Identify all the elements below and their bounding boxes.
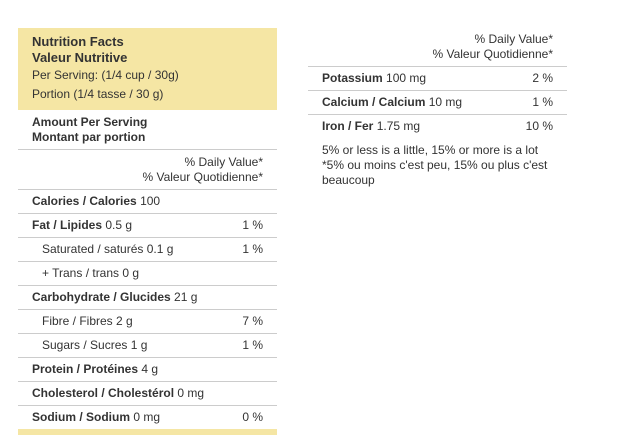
nutrient-row: Saturated / saturés 0.1 g 1 % xyxy=(18,238,277,262)
daily-value: 1 % xyxy=(242,338,263,352)
nutrient: Calories / Calories 100 xyxy=(32,190,160,213)
nutrient-row: Cholesterol / Cholestérol 0 mg xyxy=(18,382,277,406)
daily-value: 10 % xyxy=(525,119,553,133)
dv-en: % Daily Value* xyxy=(184,155,263,169)
nutrient-amount: 21 g xyxy=(174,290,198,304)
nutrient-name: Protein / Protéines xyxy=(32,362,139,376)
daily-value-heading: % Daily Value* % Valeur Quotidienne* xyxy=(18,150,277,190)
nutrient-amount: 1.75 mg xyxy=(376,119,421,133)
dv-en: % Daily Value* xyxy=(474,32,553,46)
serving-fr: Portion (1/4 tasse / 30 g) xyxy=(32,87,164,101)
daily-value: 7 % xyxy=(242,314,263,328)
nutrient-amount: 4 g xyxy=(141,362,159,376)
dv-fr: % Valeur Quotidienne* xyxy=(142,170,263,184)
nutrient-amount: 100 mg xyxy=(386,71,427,85)
serving: Per Serving: (1/4 cup / 30g) xyxy=(32,68,179,82)
nutrient-row: Carbohydrate / Glucides 21 g xyxy=(18,286,277,310)
nutrient-row: Fibre / Fibres 2 g 7 % xyxy=(18,310,277,334)
nutrient: Carbohydrate / Glucides 21 g xyxy=(32,286,197,309)
nutrient: Sodium / Sodium 0 mg xyxy=(32,406,160,429)
nutrient-name: Potassium xyxy=(322,71,383,85)
nutrient-row: Calcium / Calcium 10 mg 1 % xyxy=(308,91,567,115)
footer-bar xyxy=(18,429,277,435)
nutrient-row: Sugars / Sucres 1 g 1 % xyxy=(18,334,277,358)
minerals: Potassium 100 mg 2 % Calcium / Calcium 10 … xyxy=(308,67,567,138)
nutrition-panel: Nutrition Facts Valeur Nutritive Per Ser… xyxy=(18,28,277,435)
nutrient: Iron / Fer 1.75 mg xyxy=(322,115,420,138)
daily-value: 1 % xyxy=(242,218,263,232)
daily-value: 0 % xyxy=(242,410,263,424)
title-fr: Valeur Nutritive xyxy=(32,50,128,65)
nutrient-name: Calories / Calories xyxy=(32,194,137,208)
nutrient-row: Protein / Protéines 4 g xyxy=(18,358,277,382)
nutrient-name: Saturated / saturés xyxy=(42,242,144,256)
daily-value-heading: % Daily Value* % Valeur Quotidienne* xyxy=(308,30,567,67)
daily-value: 2 % xyxy=(532,71,553,85)
nutrient-name: Cholesterol / Cholestérol xyxy=(32,386,175,400)
amount-title-fr: Montant par portion xyxy=(32,130,146,144)
nutrient-amount: 10 mg xyxy=(428,95,463,109)
nutrient-amount: 100 xyxy=(140,194,161,208)
nutrient: Cholesterol / Cholestérol 0 mg xyxy=(32,382,204,405)
nutrient-name: Iron / Fer xyxy=(322,119,374,133)
nutrient: Sugars / Sucres 1 g xyxy=(42,334,147,357)
nutrient: Fat / Lipides 0.5 g xyxy=(32,214,132,237)
daily-value: 1 % xyxy=(242,242,263,256)
nutrient-row: + Trans / trans 0 g xyxy=(18,262,277,286)
nutrient-amount: 0 g xyxy=(122,266,140,280)
nutrient-name: Carbohydrate / Glucides xyxy=(32,290,171,304)
nutrient: Saturated / saturés 0.1 g xyxy=(42,238,173,261)
footnote: 5% or less is a little, 15% or more is a… xyxy=(308,138,567,193)
nutrient-row: Calories / Calories 100 xyxy=(18,190,277,214)
dv-fr: % Valeur Quotidienne* xyxy=(432,47,553,61)
footnote-en: 5% or less is a little, 15% or more is a… xyxy=(322,143,539,157)
nutrient-name: Sodium / Sodium xyxy=(32,410,130,424)
nutrient-amount: 0 mg xyxy=(177,386,205,400)
nutrient: Potassium 100 mg xyxy=(322,67,426,90)
nutrient: Protein / Protéines 4 g xyxy=(32,358,158,381)
nutrient-amount: 0 mg xyxy=(133,410,161,424)
daily-value: 1 % xyxy=(532,95,553,109)
nutrient: Calcium / Calcium 10 mg xyxy=(322,91,462,114)
nutrient-amount: 0.5 g xyxy=(105,218,133,232)
nutrient-name: Sugars / Sucres xyxy=(42,338,128,352)
nutrient-row: Sodium / Sodium 0 mg 0 % xyxy=(18,406,277,429)
nutrient-row: Potassium 100 mg 2 % xyxy=(308,67,567,91)
nutrient-name: Calcium / Calcium xyxy=(322,95,426,109)
nutrient-amount: 1 g xyxy=(130,338,148,352)
nutrient-name: Fibre / Fibres xyxy=(42,314,113,328)
amount-title: Amount Per Serving xyxy=(32,115,148,129)
nutrient-amount: 2 g xyxy=(116,314,133,328)
nutrient: + Trans / trans 0 g xyxy=(42,262,139,285)
nutrient-row: Fat / Lipides 0.5 g 1 % xyxy=(18,214,277,238)
nutrient: Fibre / Fibres 2 g xyxy=(42,310,133,333)
minerals-panel: % Daily Value* % Valeur Quotidienne* Pot… xyxy=(308,30,567,193)
footnote-fr: *5% ou moins c'est peu, 15% ou plus c'es… xyxy=(322,158,548,187)
amount-heading: Amount Per Serving Montant par portion xyxy=(18,110,277,150)
title: Nutrition Facts xyxy=(32,34,124,49)
rows: Calories / Calories 100 Fat / Lipides 0.5… xyxy=(18,190,277,429)
nutrient-name: + Trans / trans xyxy=(42,266,120,280)
nutrient-amount: 0.1 g xyxy=(146,242,174,256)
nutrient-name: Fat / Lipides xyxy=(32,218,103,232)
nutrient-row: Iron / Fer 1.75 mg 10 % xyxy=(308,115,567,138)
header: Nutrition Facts Valeur Nutritive Per Ser… xyxy=(18,28,277,110)
